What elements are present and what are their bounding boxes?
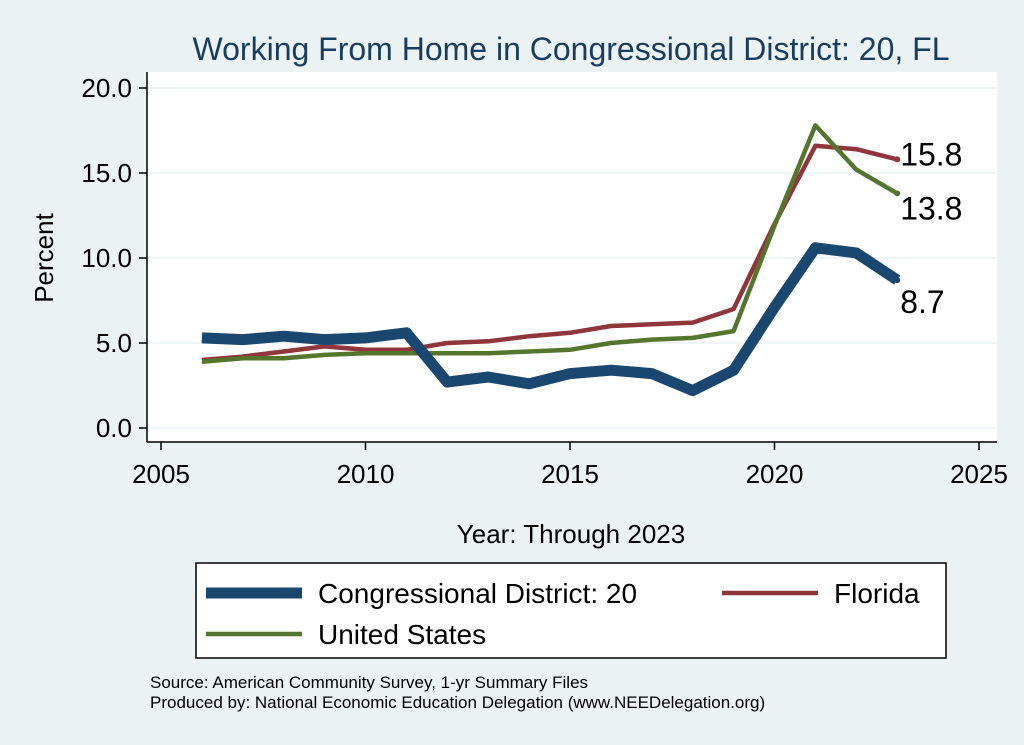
series-end-point	[894, 156, 901, 163]
series-end-point	[894, 190, 901, 197]
end-label: 15.8	[900, 136, 962, 172]
y-tick-label: 20.0	[81, 73, 132, 103]
chart-title: Working From Home in Congressional Distr…	[193, 31, 950, 67]
y-tick-label: 15.0	[81, 158, 132, 188]
producer-note: Produced by: National Economic Education…	[150, 693, 766, 712]
legend-district-label: Congressional District: 20	[318, 578, 637, 609]
y-tick-label: 10.0	[81, 243, 132, 273]
x-tick-label: 2020	[746, 459, 804, 489]
y-ticks: 0.0 5.0 10.0 15.0 20.0	[81, 73, 147, 443]
end-label: 13.8	[900, 190, 962, 226]
legend: Congressional District: 20 Florida United …	[206, 578, 920, 650]
y-tick-label: 5.0	[96, 328, 132, 358]
x-tick-label: 2025	[950, 459, 1008, 489]
x-tick-label: 2005	[132, 459, 190, 489]
source-note: Source: American Community Survey, 1-yr …	[150, 673, 589, 692]
series-group	[201, 123, 901, 397]
x-ticks: 2005 2010 2015 2020 2025	[132, 442, 1008, 489]
x-tick-label: 2015	[541, 459, 599, 489]
series-line-us	[201, 123, 899, 364]
end-label: 8.7	[900, 284, 944, 320]
x-tick-label: 2010	[337, 459, 395, 489]
end-labels: 8.7 15.8 13.8	[900, 136, 962, 320]
y-tick-label: 0.0	[96, 413, 132, 443]
legend-us-label: United States	[318, 619, 486, 650]
series-line-district	[201, 242, 901, 397]
x-axis-label: Year: Through 2023	[457, 519, 685, 549]
series-end-point	[894, 277, 901, 284]
y-axis-label: Percent	[29, 212, 59, 302]
legend-box	[195, 562, 947, 659]
legend-florida-label: Florida	[834, 578, 920, 609]
